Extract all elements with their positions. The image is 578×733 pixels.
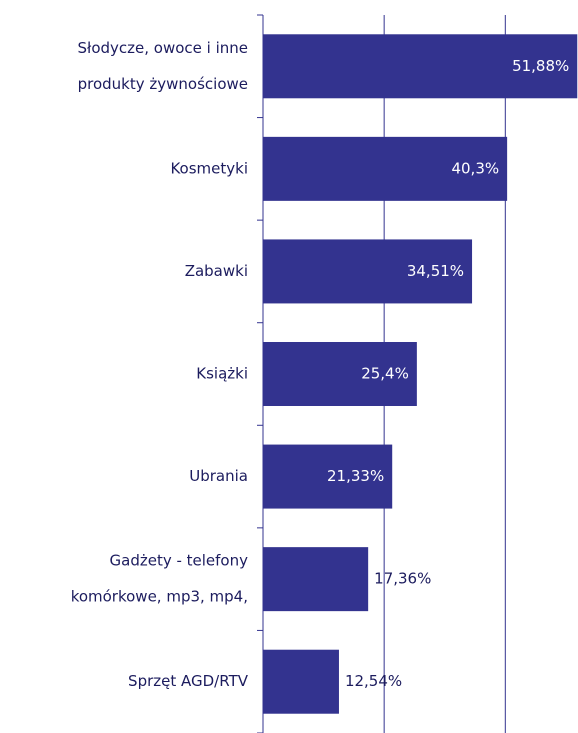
value-label: 34,51% xyxy=(407,262,464,280)
value-label: 51,88% xyxy=(512,57,569,75)
category-label: Słodycze, owoce i inne xyxy=(78,39,248,57)
value-label: 17,36% xyxy=(374,570,431,588)
value-label: 12,54% xyxy=(345,672,402,690)
category-label: produkty żywnościowe xyxy=(78,75,248,93)
bar xyxy=(263,649,339,714)
bar xyxy=(263,136,508,201)
bar xyxy=(263,547,369,612)
category-label: Książki xyxy=(196,365,248,383)
bar xyxy=(263,239,473,304)
value-label: 21,33% xyxy=(327,467,384,485)
value-label: 40,3% xyxy=(451,159,499,177)
category-label: Zabawki xyxy=(185,262,248,280)
bar xyxy=(263,342,417,406)
category-label: Kosmetyki xyxy=(170,159,248,177)
category-label: Sprzęt AGD/RTV xyxy=(128,672,249,690)
category-label: komórkowe, mp3, mp4, xyxy=(71,588,248,606)
category-label: Ubrania xyxy=(189,467,248,485)
value-label: 25,4% xyxy=(361,365,409,383)
bar xyxy=(263,34,578,99)
category-label: Gadżety - telefony xyxy=(110,552,249,570)
bar xyxy=(263,444,393,509)
